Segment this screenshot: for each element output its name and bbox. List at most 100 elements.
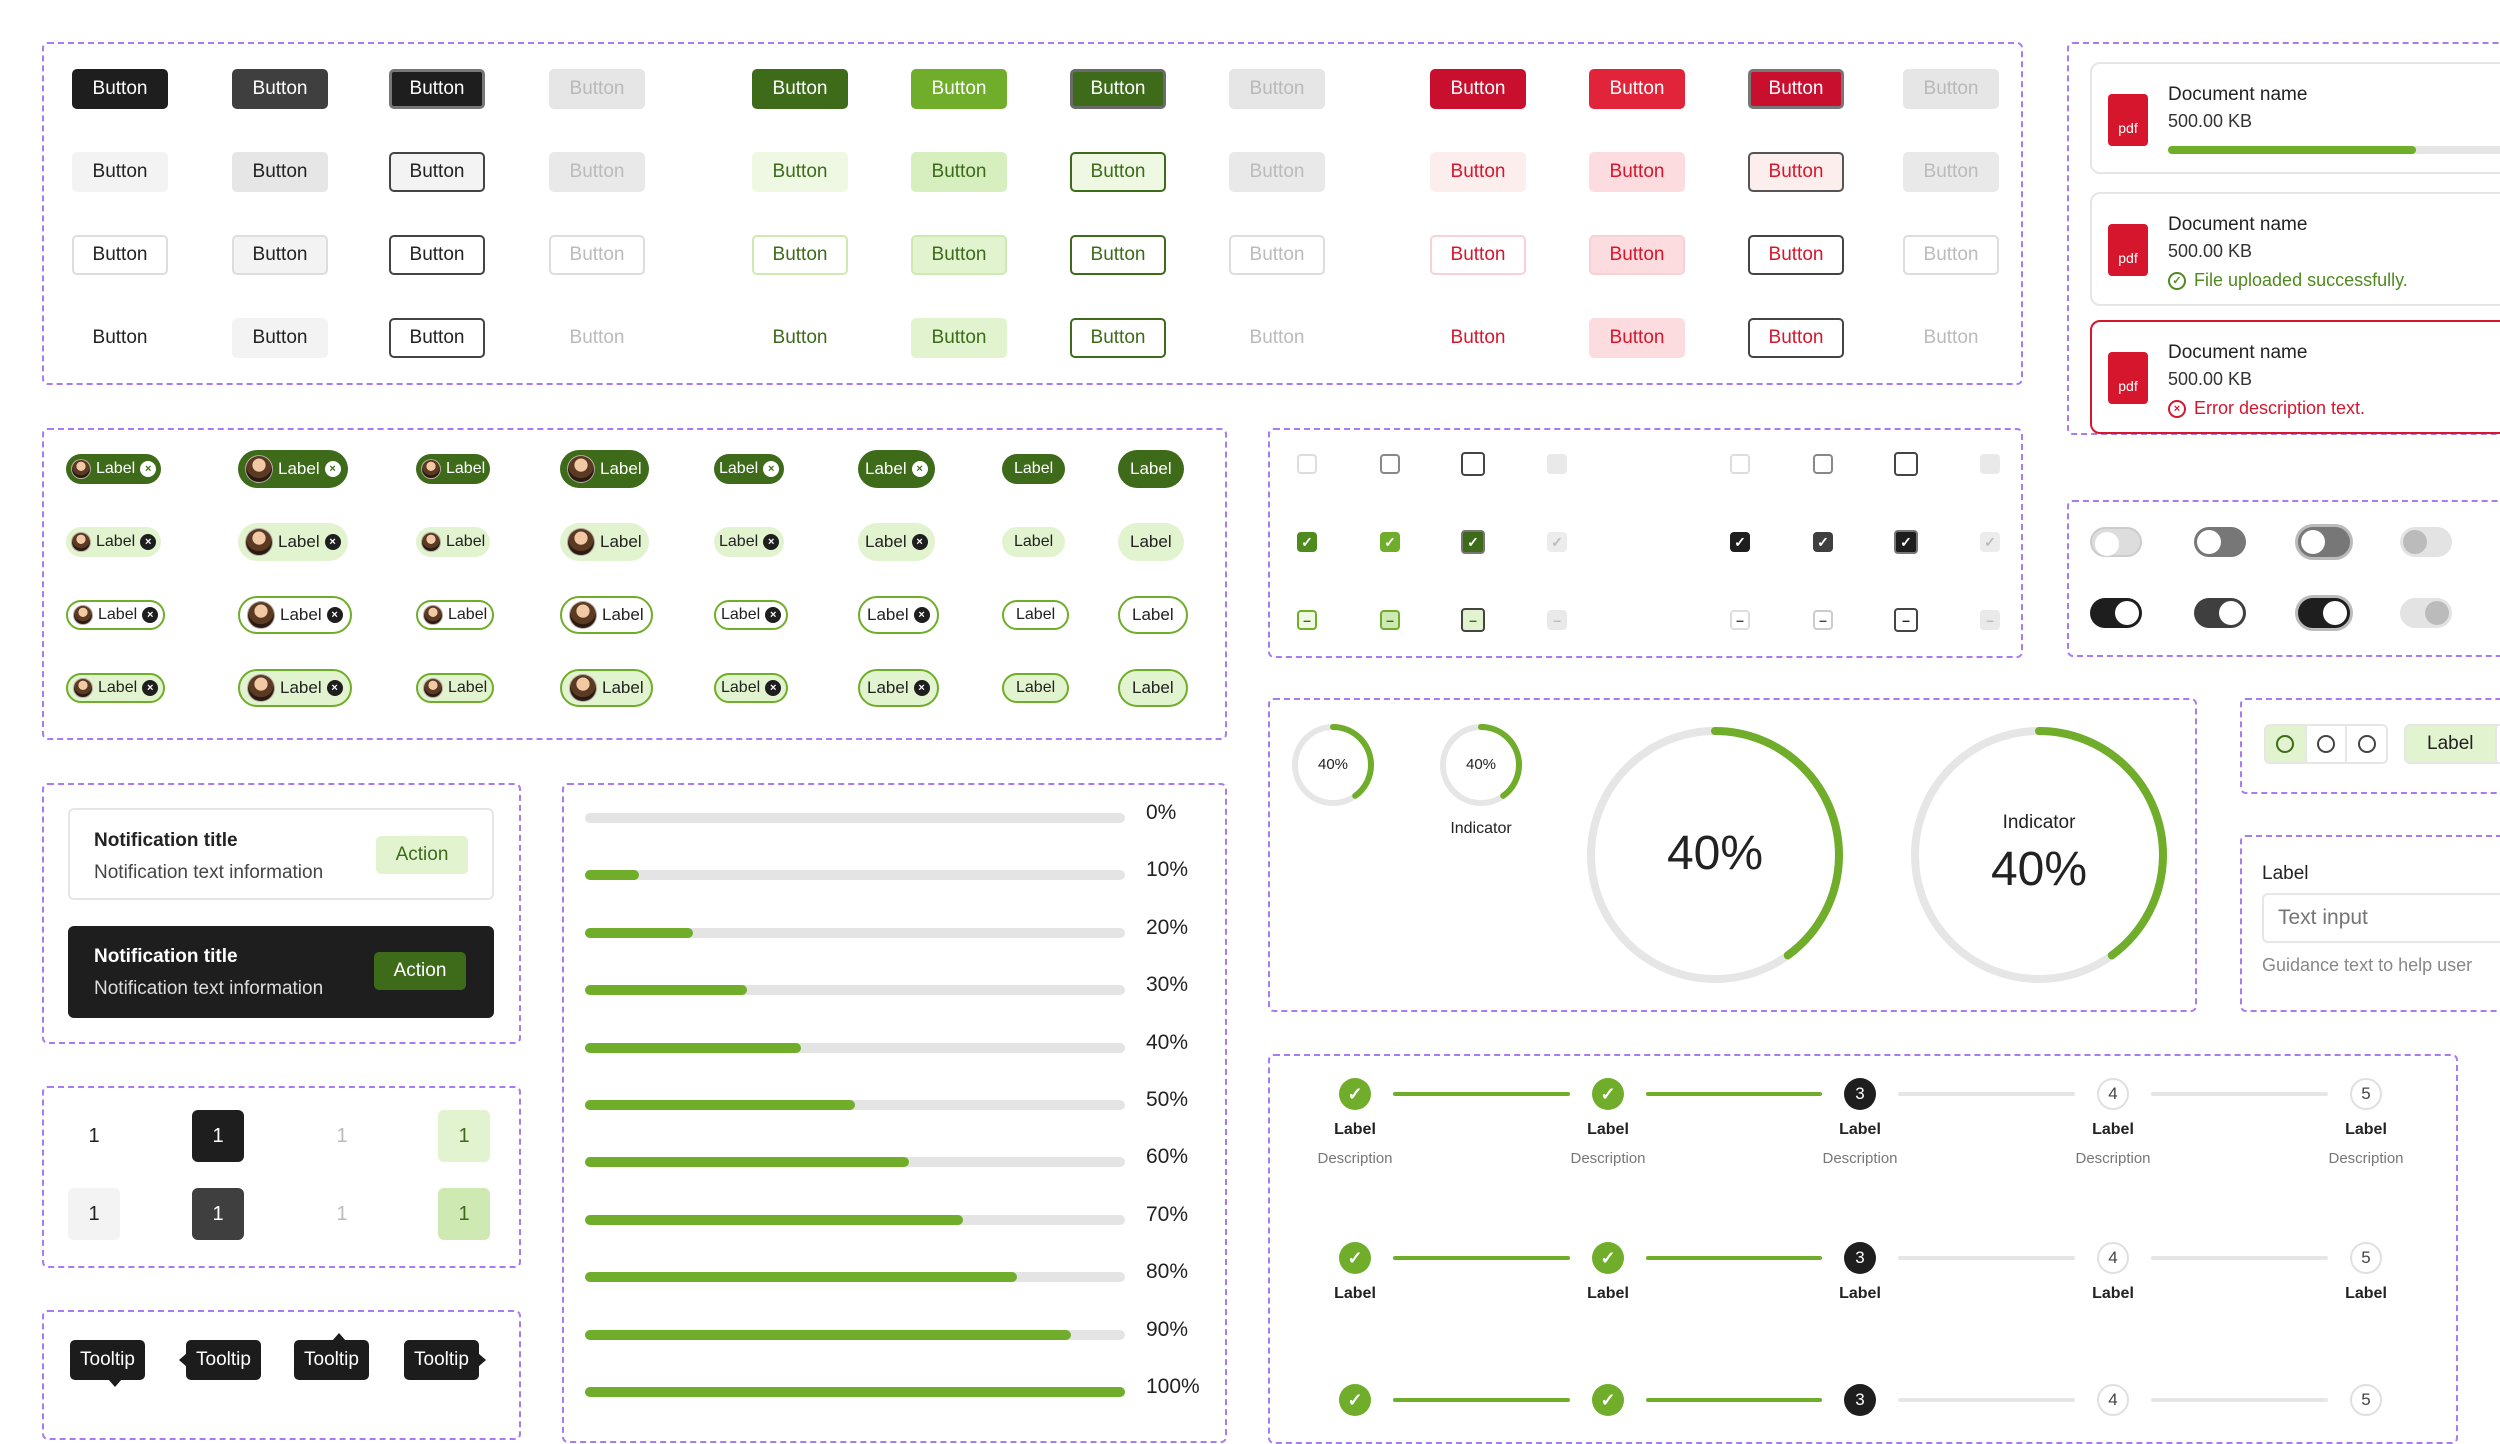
- button[interactable]: Button: [1430, 235, 1526, 275]
- button[interactable]: Button: [1070, 152, 1166, 192]
- segment-selected[interactable]: Label: [2406, 726, 2495, 762]
- checkbox-indeterminate[interactable]: –: [1894, 608, 1918, 632]
- checkbox-checked[interactable]: ✓: [1461, 530, 1485, 554]
- step-indicator[interactable]: ✓: [1592, 1242, 1624, 1274]
- segment[interactable]: L: [2494, 726, 2500, 762]
- step-indicator[interactable]: ✓: [1339, 1242, 1371, 1274]
- checkbox-checked[interactable]: ✓: [1813, 532, 1833, 552]
- button[interactable]: Button: [72, 318, 168, 358]
- close-icon[interactable]: ×: [324, 534, 341, 550]
- button[interactable]: Button: [1430, 318, 1526, 358]
- close-icon[interactable]: ×: [324, 461, 341, 477]
- button[interactable]: Button: [752, 69, 848, 109]
- chip[interactable]: Label ×: [858, 596, 939, 634]
- button[interactable]: Button: [232, 318, 328, 358]
- button[interactable]: Button: [232, 69, 328, 109]
- close-icon[interactable]: ×: [142, 680, 159, 696]
- chip[interactable]: Label ×: [714, 527, 785, 557]
- step-indicator[interactable]: 3: [1844, 1078, 1876, 1110]
- chip[interactable]: Label: [1118, 669, 1188, 707]
- checkbox-indeterminate[interactable]: –: [1297, 610, 1317, 630]
- chip[interactable]: Label ×: [66, 673, 166, 703]
- chip[interactable]: Label: [416, 527, 491, 557]
- button[interactable]: Button: [72, 152, 168, 192]
- button[interactable]: Button: [232, 235, 328, 275]
- step-indicator[interactable]: 4: [2097, 1242, 2129, 1274]
- close-icon[interactable]: ×: [911, 534, 928, 550]
- chip[interactable]: Label: [560, 596, 653, 634]
- checkbox-indeterminate[interactable]: –: [1461, 608, 1485, 632]
- chip[interactable]: Label ×: [238, 596, 352, 634]
- button[interactable]: Button: [1748, 69, 1844, 109]
- chip[interactable]: Label ×: [238, 450, 348, 488]
- step-indicator[interactable]: 3: [1844, 1242, 1876, 1274]
- chip[interactable]: Label: [560, 523, 649, 561]
- close-icon[interactable]: ×: [326, 680, 343, 696]
- button[interactable]: Button: [1589, 318, 1685, 358]
- step-indicator[interactable]: ✓: [1339, 1078, 1371, 1110]
- checkbox[interactable]: [1380, 454, 1400, 474]
- page-item-plain[interactable]: 1: [88, 1124, 100, 1147]
- button[interactable]: Button: [389, 318, 485, 358]
- chip[interactable]: Label: [1118, 596, 1188, 634]
- button[interactable]: Button: [752, 318, 848, 358]
- chip[interactable]: Label ×: [238, 523, 348, 561]
- radio-option[interactable]: [2345, 726, 2386, 762]
- button[interactable]: Button: [1070, 69, 1166, 109]
- button[interactable]: Button: [1589, 235, 1685, 275]
- close-icon[interactable]: ×: [142, 607, 159, 623]
- page-item-plain-bg[interactable]: 1: [68, 1188, 120, 1240]
- step-indicator[interactable]: ✓: [1592, 1384, 1624, 1416]
- chip[interactable]: Label ×: [714, 673, 789, 703]
- close-icon[interactable]: ×: [140, 461, 157, 477]
- chip[interactable]: Label ×: [858, 450, 935, 488]
- button[interactable]: Button: [72, 235, 168, 275]
- page-item-active-dark[interactable]: 1: [192, 1110, 244, 1162]
- checkbox-indeterminate[interactable]: –: [1730, 610, 1750, 630]
- step-indicator[interactable]: 4: [2097, 1384, 2129, 1416]
- chip[interactable]: Label: [560, 669, 653, 707]
- close-icon[interactable]: ×: [911, 461, 928, 477]
- button[interactable]: Button: [1070, 235, 1166, 275]
- button[interactable]: Button: [1070, 318, 1166, 358]
- chip[interactable]: Label: [416, 600, 495, 630]
- button[interactable]: Button: [1430, 69, 1526, 109]
- checkbox-indeterminate[interactable]: –: [1813, 610, 1833, 630]
- close-icon[interactable]: ×: [913, 607, 930, 623]
- close-icon[interactable]: ×: [140, 534, 157, 550]
- button[interactable]: Button: [1430, 152, 1526, 192]
- button[interactable]: Button: [1748, 235, 1844, 275]
- step-indicator[interactable]: 5: [2350, 1078, 2382, 1110]
- chip[interactable]: Label ×: [238, 669, 352, 707]
- page-item-active-green-strong[interactable]: 1: [438, 1188, 490, 1240]
- close-icon[interactable]: ×: [763, 461, 780, 477]
- chip[interactable]: Label ×: [66, 454, 162, 484]
- toggle-off[interactable]: [2194, 527, 2246, 557]
- step-indicator[interactable]: ✓: [1339, 1384, 1371, 1416]
- button[interactable]: Button: [752, 152, 848, 192]
- step-indicator[interactable]: 3: [1844, 1384, 1876, 1416]
- step-indicator[interactable]: 5: [2350, 1242, 2382, 1274]
- close-icon[interactable]: ×: [763, 534, 780, 550]
- chip[interactable]: Label ×: [714, 454, 785, 484]
- chip[interactable]: Label: [1002, 673, 1070, 703]
- close-icon[interactable]: ×: [913, 680, 930, 696]
- chip[interactable]: Label: [416, 673, 495, 703]
- toggle-on[interactable]: [2090, 598, 2142, 628]
- toggle-off[interactable]: [2295, 524, 2353, 560]
- checkbox-checked[interactable]: ✓: [1894, 530, 1918, 554]
- radio-option[interactable]: [2304, 726, 2346, 762]
- chip[interactable]: Label: [1118, 523, 1184, 561]
- button[interactable]: Button: [752, 235, 848, 275]
- close-icon[interactable]: ×: [765, 680, 782, 696]
- button[interactable]: Button: [232, 152, 328, 192]
- checkbox[interactable]: [1730, 454, 1750, 474]
- checkbox[interactable]: [1894, 452, 1918, 476]
- chip[interactable]: Label: [1002, 527, 1066, 557]
- chip[interactable]: Label: [1002, 454, 1066, 484]
- checkbox[interactable]: [1813, 454, 1833, 474]
- chip[interactable]: Label ×: [858, 669, 939, 707]
- chip[interactable]: Label ×: [66, 527, 162, 557]
- step-indicator[interactable]: ✓: [1592, 1078, 1624, 1110]
- toggle-off[interactable]: [2090, 527, 2142, 557]
